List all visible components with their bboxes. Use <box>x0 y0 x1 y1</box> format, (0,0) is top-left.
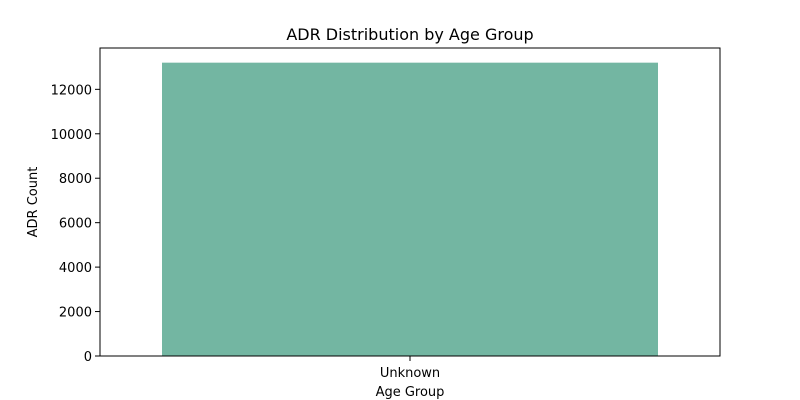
y-tick-label: 2000 <box>59 306 92 321</box>
bars-group <box>162 62 658 357</box>
y-axis-label: ADR Count <box>26 167 41 238</box>
x-axis-ticks: Unknown <box>380 356 440 381</box>
y-axis-ticks: 0 2000 4000 6000 8000 10000 12000 <box>51 83 100 365</box>
y-tick-label: 12000 <box>51 83 92 98</box>
bar-unknown <box>162 62 658 357</box>
x-axis-label: Age Group <box>376 385 445 400</box>
chart-title: ADR Distribution by Age Group <box>286 25 533 44</box>
x-tick-label: Unknown <box>380 366 440 381</box>
y-tick-label: 10000 <box>51 128 92 143</box>
y-tick-label: 6000 <box>59 217 92 232</box>
y-tick-label: 8000 <box>59 172 92 187</box>
y-tick-label: 4000 <box>59 261 92 276</box>
y-tick-label: 0 <box>84 350 92 365</box>
plot-frame <box>99 47 721 357</box>
